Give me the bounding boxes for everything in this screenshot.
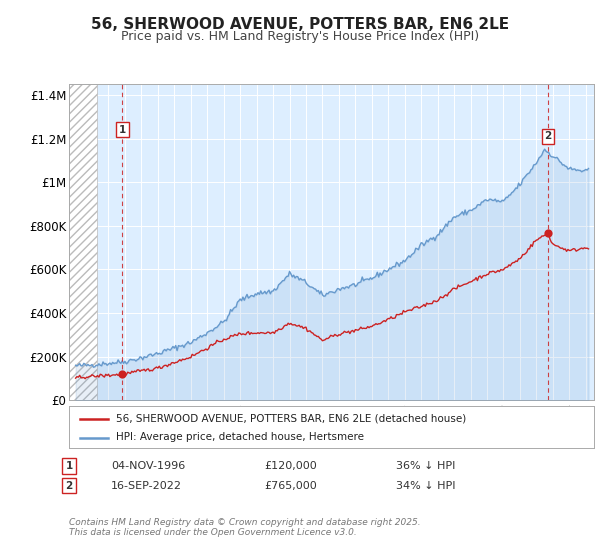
Bar <box>69 84 97 400</box>
Text: 56, SHERWOOD AVENUE, POTTERS BAR, EN6 2LE (detached house): 56, SHERWOOD AVENUE, POTTERS BAR, EN6 2L… <box>116 414 467 423</box>
Text: 2: 2 <box>544 132 552 141</box>
Text: 04-NOV-1996: 04-NOV-1996 <box>111 461 185 471</box>
Text: Contains HM Land Registry data © Crown copyright and database right 2025.
This d: Contains HM Land Registry data © Crown c… <box>69 518 421 538</box>
Text: £120,000: £120,000 <box>264 461 317 471</box>
Text: 36% ↓ HPI: 36% ↓ HPI <box>396 461 455 471</box>
Text: 2: 2 <box>65 480 73 491</box>
Text: 16-SEP-2022: 16-SEP-2022 <box>111 480 182 491</box>
Text: 34% ↓ HPI: 34% ↓ HPI <box>396 480 455 491</box>
Text: £765,000: £765,000 <box>264 480 317 491</box>
Text: HPI: Average price, detached house, Hertsmere: HPI: Average price, detached house, Hert… <box>116 432 364 442</box>
Point <box>118 370 127 379</box>
Text: 1: 1 <box>65 461 73 471</box>
Text: 56, SHERWOOD AVENUE, POTTERS BAR, EN6 2LE: 56, SHERWOOD AVENUE, POTTERS BAR, EN6 2L… <box>91 17 509 32</box>
Point <box>543 229 553 238</box>
Text: 1: 1 <box>119 125 126 135</box>
Text: Price paid vs. HM Land Registry's House Price Index (HPI): Price paid vs. HM Land Registry's House … <box>121 30 479 43</box>
